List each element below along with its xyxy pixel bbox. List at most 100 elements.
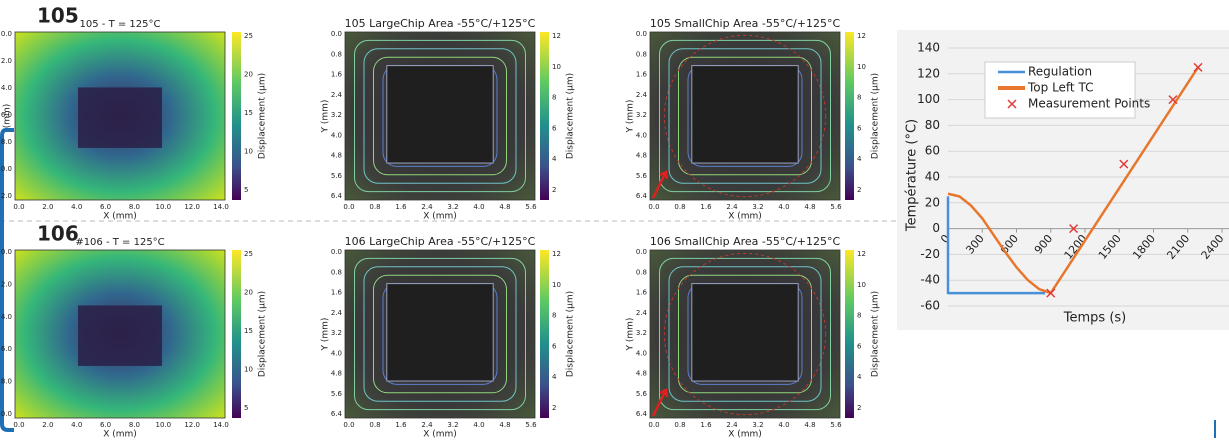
- x-tick-label: 4.0: [778, 421, 789, 429]
- x-tick-label: 14.0: [213, 203, 229, 211]
- colorbar-tick-label: 6: [552, 124, 557, 132]
- x-tick-label: 3.2: [752, 421, 763, 429]
- x-tick-label: 5.6: [525, 203, 537, 211]
- y-tick-label: 2.4: [636, 309, 648, 317]
- measurement-point: [1046, 288, 1056, 298]
- x-tick-label: 0.0: [343, 203, 354, 211]
- row-heading: 106: [37, 222, 79, 246]
- x-tick-label: 6.0: [100, 421, 111, 429]
- colorbar: [540, 250, 549, 418]
- x-tick-label: 0.0: [13, 203, 24, 211]
- y-tick-label: 8.0: [1, 378, 12, 386]
- colorbar-tick-label: 12: [552, 250, 561, 258]
- y-tick-label: 6.0: [1, 111, 12, 119]
- y-tick-label: 4.0: [331, 349, 342, 357]
- colorbar-tick-label: 10: [857, 63, 866, 71]
- x-tick-label: 8.0: [129, 203, 140, 211]
- colorbar-label: Displacement (µm): [871, 73, 881, 159]
- colorbar-tick-label: 12: [552, 32, 561, 40]
- x-tick-label: 4.0: [473, 421, 484, 429]
- x-tick-label: 3.2: [752, 203, 763, 211]
- colorbar-tick-label: 20: [244, 71, 253, 79]
- y-tick-label: 4.8: [636, 370, 647, 378]
- x-tick-label: 0.0: [343, 421, 354, 429]
- y-tick-label: 12.0: [0, 192, 12, 200]
- colorbar: [540, 32, 549, 200]
- y-axis-label: Y (mm): [626, 100, 636, 134]
- x-tick-label: 4.8: [804, 203, 815, 211]
- panel-title: 105 SmallChip Area -55°C/+125°C: [650, 17, 841, 30]
- legend-label: Top Left TC: [1027, 81, 1093, 95]
- colorbar-label: Displacement (µm): [871, 291, 881, 377]
- colorbar-tick-label: 8: [552, 94, 556, 102]
- contour: [363, 266, 517, 402]
- x-tick-label: 6.0: [100, 203, 111, 211]
- measurement-point: [1168, 95, 1178, 105]
- red-contour: [663, 252, 827, 416]
- colorbar-tick-label: 12: [857, 250, 866, 258]
- y-tick-label: 6.0: [1, 345, 12, 353]
- plot-frame: [649, 31, 841, 201]
- y-tick-label: 100: [917, 92, 940, 106]
- x-tick-label: 3.2: [447, 203, 458, 211]
- y-tick-label: 120: [917, 66, 940, 80]
- colorbar-label: Displacement (µm): [566, 291, 576, 377]
- colorbar-tick-label: 10: [244, 366, 253, 374]
- y-tick-label: 0.8: [331, 50, 342, 58]
- x-tick-label: 2.4: [726, 421, 738, 429]
- colorbar-tick-label: 2: [552, 404, 556, 412]
- contour: [354, 39, 526, 193]
- y-axis-label: Y (mm): [321, 318, 331, 352]
- x-tick-label: 2.4: [421, 203, 433, 211]
- x-tick-label: 5.6: [525, 421, 537, 429]
- y-tick-label: 4.8: [636, 152, 647, 160]
- colorbar-tick-label: 2: [857, 186, 861, 194]
- colorbar-tick-label: 4: [552, 373, 557, 381]
- colorbar-tick-label: 20: [244, 289, 253, 297]
- y-tick-label: 4.8: [331, 152, 342, 160]
- y-tick-label: -40: [920, 273, 940, 287]
- chip-shadow: [78, 305, 162, 366]
- y-tick-label: 6.4: [636, 410, 648, 418]
- legend-marker: [1007, 99, 1017, 109]
- colorbar-tick-label: 2: [857, 404, 861, 412]
- bracket: [0, 128, 14, 432]
- x-tick-label: 0.0: [13, 421, 24, 429]
- colorbar-tick-label: 6: [857, 124, 862, 132]
- colorbar-tick-label: 8: [857, 312, 861, 320]
- y-tick-label: 0.0: [331, 30, 342, 38]
- colorbar-tick-label: 15: [244, 109, 253, 117]
- y-tick-label: 0.0: [636, 248, 647, 256]
- colorbar-tick-label: 8: [552, 312, 556, 320]
- x-tick-label: 5.6: [830, 203, 842, 211]
- x-axis-label: Temps (s): [1063, 311, 1126, 326]
- y-tick-label: 4.0: [636, 349, 647, 357]
- y-tick-label: 10.0: [0, 165, 12, 173]
- contour: [678, 274, 812, 394]
- chip: [691, 283, 799, 382]
- x-axis-label: X (mm): [728, 430, 762, 439]
- y-tick-label: 4.0: [1, 313, 12, 321]
- y-tick-label: 2.4: [331, 91, 343, 99]
- colorbar-tick-label: 4: [552, 155, 557, 163]
- measurement-point: [1069, 224, 1079, 234]
- y-tick-label: 5.6: [636, 390, 648, 398]
- y-tick-label: 5.6: [331, 172, 343, 180]
- colorbar-tick-label: 5: [244, 404, 248, 412]
- row-heading: 105: [37, 4, 79, 28]
- x-tick-label: 8.0: [129, 421, 140, 429]
- panel-title: 106 SmallChip Area -55°C/+125°C: [650, 235, 841, 248]
- y-axis-label: (mm): [3, 104, 13, 129]
- chip: [691, 65, 799, 164]
- y-tick-label: 2.4: [331, 309, 343, 317]
- y-tick-label: 6.4: [331, 192, 343, 200]
- x-tick-label: 0.8: [369, 203, 380, 211]
- y-tick-label: 3.2: [331, 111, 342, 119]
- y-tick-label: 5.6: [636, 172, 648, 180]
- plot-frame: [344, 249, 536, 419]
- x-tick-label: 2.0: [42, 203, 53, 211]
- x-tick-label: 4.0: [778, 203, 789, 211]
- x-tick-label: 5.6: [830, 421, 842, 429]
- y-axis-label: Y (mm): [626, 318, 636, 352]
- colorbar-label: Displacement (µm): [566, 73, 576, 159]
